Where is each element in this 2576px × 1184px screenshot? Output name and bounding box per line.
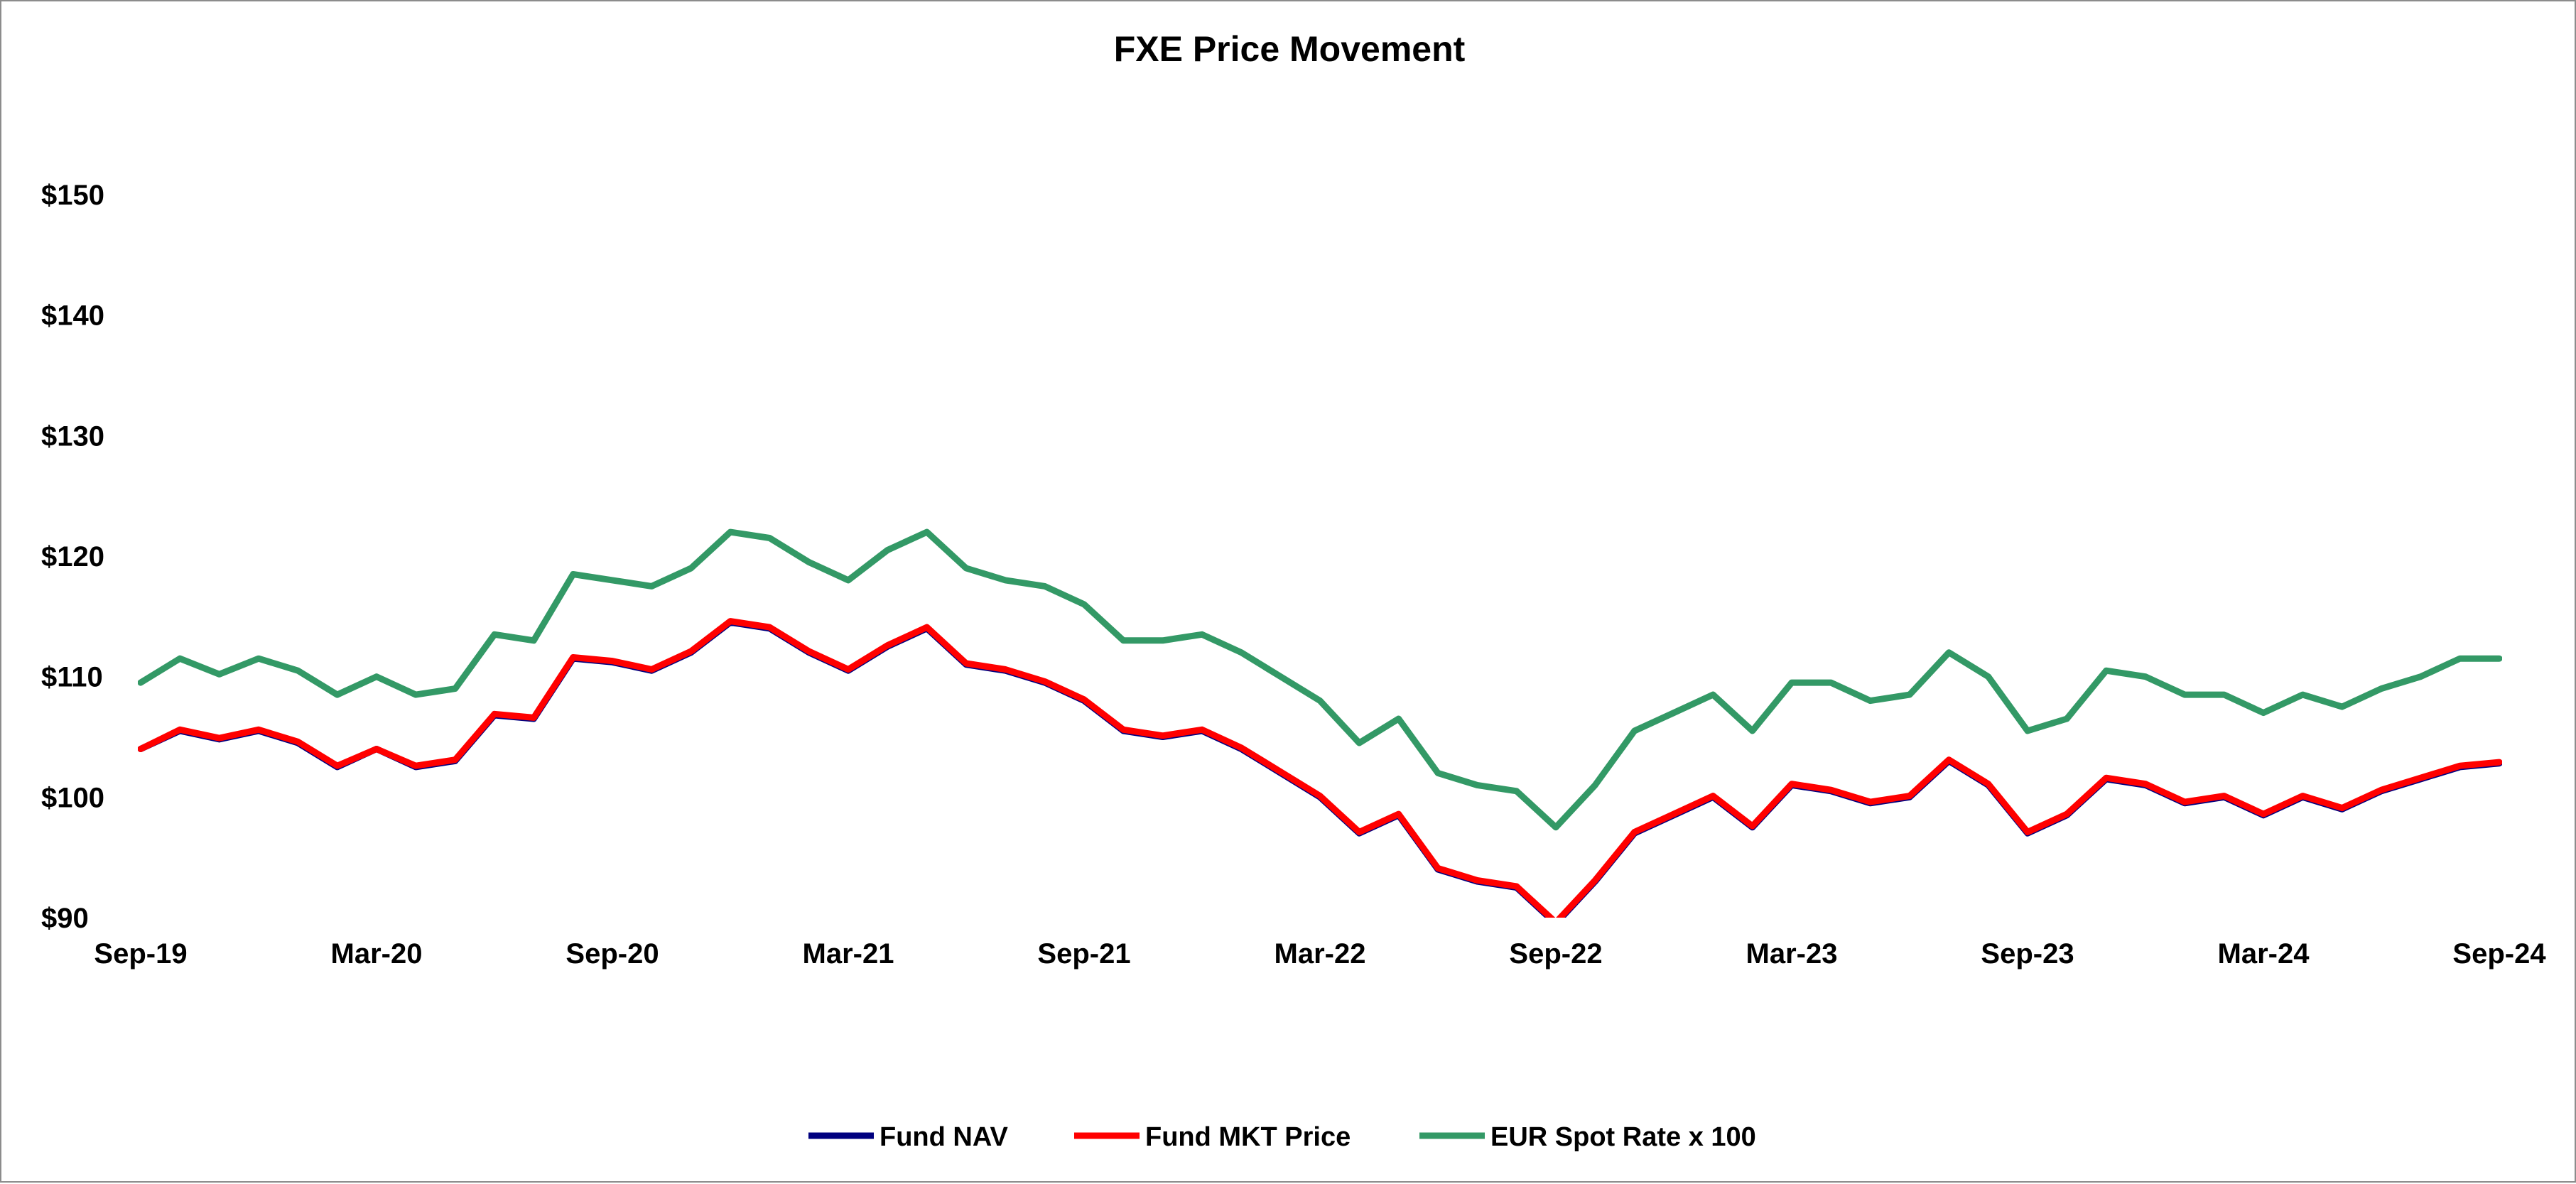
x-tick-label: Mar-21 [803,938,894,970]
legend-label: Fund NAV [880,1122,1008,1152]
series-lines [138,528,2502,918]
y-tick-label: $110 [41,662,103,693]
x-tick-label: Sep-20 [565,938,659,970]
x-tick-label: Sep-23 [1981,938,2074,970]
x-tick-label: Mar-23 [1746,938,1838,970]
y-axis-ticks: $90 $100 $110 $120 $130 $140 $150 [41,180,104,934]
x-tick-label: Sep-22 [1509,938,1602,970]
y-tick-label: $130 [41,420,104,452]
legend-label: EUR Spot Rate x 100 [1490,1122,1756,1152]
x-tick-label: Mar-24 [2218,938,2310,970]
legend-label: Fund MKT Price [1145,1122,1351,1152]
y-tick-label: $100 [41,782,104,813]
x-axis-ticks: Sep-19 Mar-20 Sep-20 Mar-21 Sep-21 Mar-22 Sep-… [94,938,2546,970]
chart-title: FXE Price Movement [1114,29,1466,69]
series-line-0 [138,619,2502,918]
y-tick-label: $140 [41,300,104,332]
x-tick-label: Mar-20 [331,938,423,970]
x-tick-label: Mar-22 [1275,938,1366,970]
series-line-2 [138,528,2502,831]
series-line-1 [138,618,2502,918]
x-tick-label: Sep-21 [1037,938,1130,970]
legend: Fund NAV Fund MKT Price EUR Spot Rate x 10… [808,1122,1756,1152]
y-tick-label: $90 [41,903,89,934]
y-tick-label: $120 [41,541,104,572]
y-tick-label: $150 [41,180,104,211]
x-tick-label: Sep-24 [2452,938,2546,970]
x-tick-label: Sep-19 [94,938,187,970]
